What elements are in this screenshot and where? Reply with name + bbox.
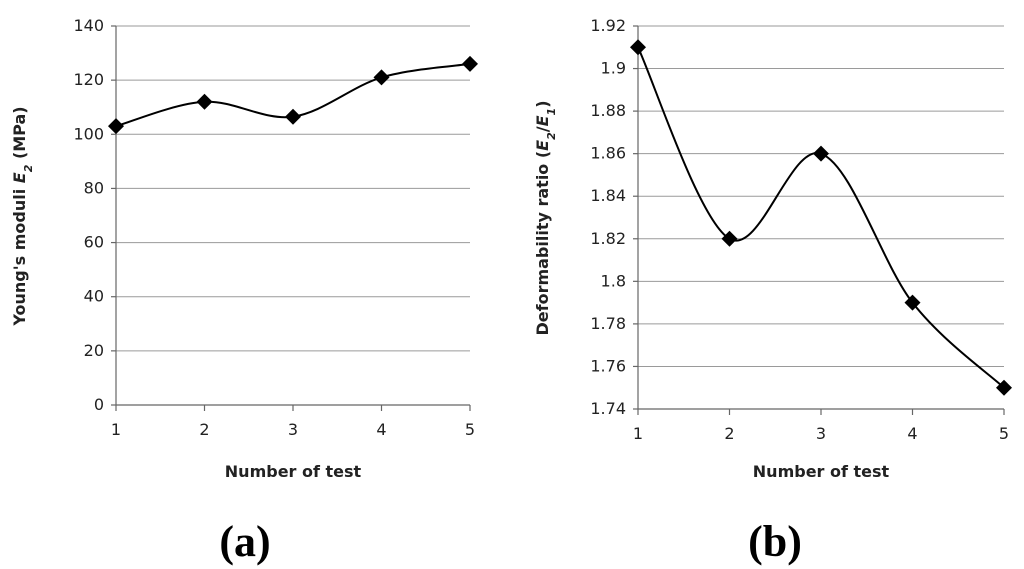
y-axis-label: Young's moduli E2 (MPa) xyxy=(10,106,35,326)
x-tick-label: 4 xyxy=(376,420,386,439)
chart-b: 1.74 1.76 1.78 1.8 1.82 1.84 1.86 1.88 1.9 1.92 1 2… xyxy=(533,16,1012,566)
y-axis-label: Deformability ratio (E2/E1) xyxy=(533,100,558,335)
data-point xyxy=(996,379,1012,396)
y-tick-label: 80 xyxy=(84,178,104,197)
data-point xyxy=(904,294,921,311)
x-tick-label: 5 xyxy=(465,420,475,439)
y-tick-label: 1.86 xyxy=(590,144,626,163)
panel-label: (b) xyxy=(748,517,802,566)
x-tick-label: 2 xyxy=(199,420,209,439)
y-tick-label: 140 xyxy=(73,16,104,35)
x-axis-label: Number of test xyxy=(225,462,362,481)
y-tick-label: 1.88 xyxy=(590,101,626,120)
y-tick-label: 1.78 xyxy=(590,314,626,333)
data-point xyxy=(462,55,478,72)
y-tick-label: 100 xyxy=(73,124,104,143)
y-tick-label: 0 xyxy=(94,395,104,414)
series-line xyxy=(637,46,1005,389)
panel-label: (a) xyxy=(219,517,270,566)
x-axis-label: Number of test xyxy=(753,462,890,481)
data-point xyxy=(721,230,738,247)
chart-a: 0 20 40 60 80 100 120 140 1 2 3 4 5 Number of test You… xyxy=(10,16,478,566)
data-point xyxy=(108,118,124,135)
y-tick-label: 1.8 xyxy=(601,271,626,290)
data-point xyxy=(196,93,213,110)
y-tick-label: 120 xyxy=(73,70,104,89)
x-tick-label: 2 xyxy=(724,424,734,443)
data-point xyxy=(285,108,301,125)
x-tick-label: 1 xyxy=(111,420,121,439)
x-tick-label: 5 xyxy=(999,424,1009,443)
y-tick-label: 40 xyxy=(84,287,104,306)
x-tick-label: 1 xyxy=(633,424,643,443)
data-point xyxy=(630,39,646,56)
x-tick-label: 3 xyxy=(288,420,298,439)
y-tick-label: 20 xyxy=(84,341,104,360)
data-point xyxy=(373,69,390,86)
y-tick-label: 1.92 xyxy=(590,16,626,35)
y-tick-label: 1.82 xyxy=(590,229,626,248)
y-tick-label: 1.9 xyxy=(601,59,626,78)
y-tick-label: 1.84 xyxy=(590,186,626,205)
data-point xyxy=(813,145,829,162)
x-tick-label: 3 xyxy=(816,424,826,443)
y-tick-label: 60 xyxy=(84,233,104,252)
y-tick-label: 1.76 xyxy=(590,356,626,375)
x-tick-label: 4 xyxy=(907,424,917,443)
y-tick-label: 1.74 xyxy=(590,399,626,418)
